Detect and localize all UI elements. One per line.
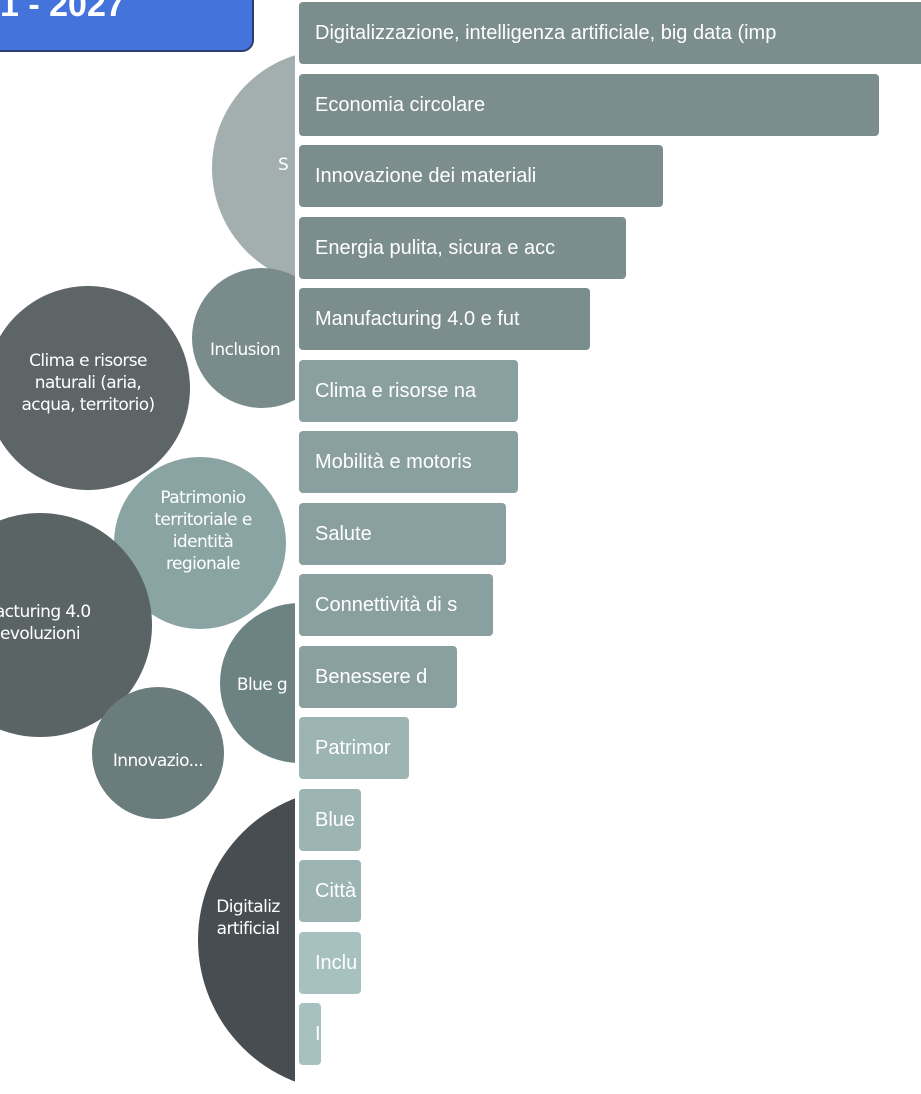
bar-label: Inclu xyxy=(315,951,358,974)
bar[interactable]: Economia circolare xyxy=(299,73,879,136)
dashboard-title: 1 - 2027 xyxy=(0,0,125,24)
bar[interactable]: Benessere d xyxy=(299,645,457,708)
bar-label: Salute xyxy=(315,522,372,545)
bubble-circle xyxy=(0,286,190,490)
bar[interactable]: Manufacturing 4.0 e fut xyxy=(299,288,591,350)
bar-label: Economia circolare xyxy=(315,93,486,116)
bar[interactable]: Clima e risorse na xyxy=(299,359,519,422)
bubble[interactable]: Innovazio... xyxy=(92,687,224,819)
bar-label: Blue xyxy=(315,808,356,831)
bar-label: Energia pulita, sicura e acc xyxy=(315,236,556,259)
bubble-circle xyxy=(92,687,224,819)
bar[interactable]: Energia pulita, sicura e acc xyxy=(299,216,627,279)
bubble-circle xyxy=(0,513,152,737)
bubble[interactable]: Clima e risorse naturali (aria, acqua, ter… xyxy=(0,286,190,490)
bar[interactable]: Mobilità e motoris xyxy=(299,431,519,493)
bubble-label: S xyxy=(278,155,288,175)
bubble-label: Clima e risorse naturali (aria, acqua, ter… xyxy=(21,351,154,415)
bar[interactable]: Città xyxy=(299,860,361,922)
bubble-circle xyxy=(114,457,286,629)
bubble[interactable]: Patrimonio territoriale e identità regional… xyxy=(114,457,286,629)
bubble-label: Patrimonio territoriale e identità regional… xyxy=(154,488,252,574)
bar-label: Innovazione dei materiali xyxy=(315,165,537,187)
bar-label: Mobilità e motoris xyxy=(315,451,472,473)
bar[interactable]: Inclu xyxy=(299,931,361,994)
bar[interactable]: Innovazione dei materiali xyxy=(299,145,663,207)
bar-label: Connettività di s xyxy=(315,594,458,616)
bar-label: Digitalizzazione, intelligenza artificia… xyxy=(315,22,777,44)
bubble-label: Digitaliz artificial xyxy=(216,897,280,939)
bar[interactable]: Blue xyxy=(299,788,361,851)
bar[interactable]: Salute xyxy=(299,502,506,565)
bubble-label: Innovazio... xyxy=(113,751,203,771)
bar-label: Città xyxy=(315,880,357,902)
bar[interactable]: Digitalizzazione, intelligenza artificia… xyxy=(299,2,921,64)
bubble-label: Inclusion xyxy=(210,340,280,360)
bar[interactable]: Patrimor xyxy=(299,717,409,779)
bar-chart: Digitalizzazione, intelligenza artificia… xyxy=(295,0,921,1094)
bar-label: Patrimor xyxy=(315,737,391,759)
bar-label: Benessere d xyxy=(315,665,428,688)
bar-label: Clima e risorse na xyxy=(315,379,477,402)
bar-label: Manufacturing 4.0 e fut xyxy=(315,308,520,330)
bar[interactable]: I xyxy=(299,1003,321,1065)
bubble-label: Blue g xyxy=(237,675,287,695)
title-badge: 1 - 2027 xyxy=(0,0,254,52)
bar-label: I xyxy=(315,1023,321,1045)
bar[interactable]: Connettività di s xyxy=(299,574,494,636)
